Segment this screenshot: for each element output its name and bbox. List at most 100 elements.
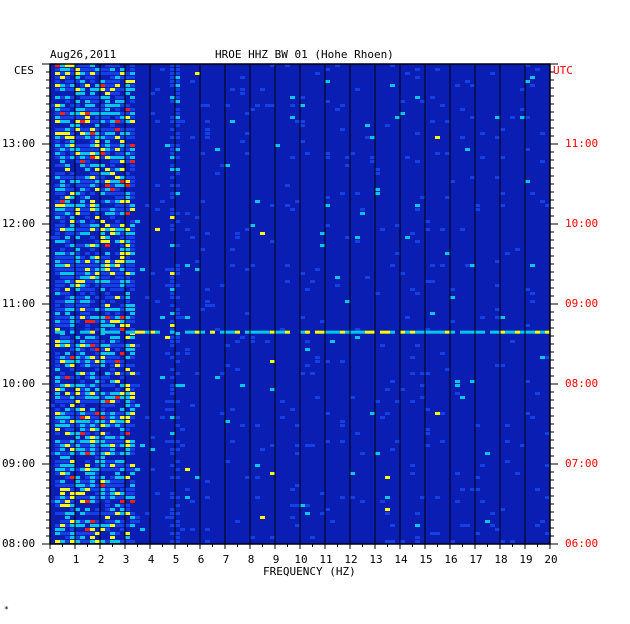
heatmap-cell — [155, 184, 160, 187]
heatmap-cell — [105, 280, 110, 283]
heatmap-cell — [390, 448, 395, 451]
heatmap-cell — [95, 424, 100, 427]
heatmap-cell — [120, 284, 125, 287]
heatmap-cell — [515, 472, 520, 475]
heatmap-cell — [230, 440, 235, 443]
heatmap-cell — [85, 400, 90, 403]
heatmap-cell — [105, 400, 110, 403]
heatmap-cell — [105, 72, 110, 75]
heatmap-cell — [85, 232, 90, 235]
heatmap-cell — [415, 524, 420, 527]
heatmap-cell — [300, 140, 305, 143]
y-tick-label-left: 10:00 — [2, 377, 36, 390]
heatmap-cell — [95, 524, 100, 527]
heatmap-cell — [85, 384, 90, 387]
heatmap-cell — [120, 540, 125, 543]
heatmap-cell — [90, 288, 95, 291]
heatmap-cell — [115, 204, 120, 207]
heatmap-cell — [80, 108, 85, 111]
heatmap-cell — [480, 464, 485, 467]
heatmap-cell — [95, 500, 100, 503]
heatmap-cell — [130, 516, 135, 519]
heatmap-cell — [60, 300, 65, 303]
heatmap-cell — [70, 444, 75, 447]
heatmap-cell — [225, 460, 230, 463]
heatmap-cell — [165, 268, 170, 271]
heatmap-cell — [60, 72, 65, 75]
heatmap-cell — [345, 300, 350, 303]
heatmap-cell — [320, 320, 325, 323]
heatmap-cell — [175, 116, 180, 119]
heatmap-cell — [110, 184, 115, 187]
heatmap-cell — [115, 496, 120, 499]
y-tick-label-left: 13:00 — [2, 137, 36, 150]
heatmap-cell — [85, 412, 90, 415]
heatmap-cell — [80, 184, 85, 187]
heatmap-cell — [65, 108, 70, 111]
heatmap-cell — [90, 236, 95, 239]
heatmap-cell — [75, 436, 80, 439]
heatmap-cell — [125, 180, 130, 183]
heatmap-cell — [470, 116, 475, 119]
heatmap-cell — [80, 180, 85, 183]
heatmap-cell — [105, 152, 110, 155]
heatmap-cell — [75, 300, 80, 303]
tremor-cell — [320, 330, 325, 334]
heatmap-cell — [175, 212, 180, 215]
heatmap-cell — [55, 292, 60, 295]
heatmap-cell — [430, 280, 435, 283]
tremor-cell — [100, 330, 105, 334]
heatmap-cell — [240, 140, 245, 143]
heatmap-cell — [70, 232, 75, 235]
heatmap-cell — [160, 316, 165, 319]
heatmap-cell — [90, 480, 95, 483]
heatmap-cell — [55, 340, 60, 343]
heatmap-cell — [345, 164, 350, 167]
heatmap-cell — [170, 64, 175, 67]
heatmap-cell — [105, 424, 110, 427]
heatmap-cell — [90, 120, 95, 123]
heatmap-cell — [80, 224, 85, 227]
heatmap-cell — [85, 476, 90, 479]
heatmap-cell — [120, 364, 125, 367]
heatmap-cell — [140, 444, 145, 447]
heatmap-cell — [65, 392, 70, 395]
heatmap-cell — [495, 116, 500, 119]
heatmap-cell — [85, 132, 90, 135]
heatmap-cell — [70, 464, 75, 467]
heatmap-cell — [130, 336, 135, 339]
heatmap-cell — [110, 272, 115, 275]
heatmap-cell — [75, 400, 80, 403]
heatmap-cell — [75, 280, 80, 283]
heatmap-cell — [110, 324, 115, 327]
heatmap-cell — [75, 248, 80, 251]
heatmap-cell — [75, 424, 80, 427]
heatmap-cell — [170, 452, 175, 455]
tremor-cell — [440, 330, 445, 334]
heatmap-cell — [75, 476, 80, 479]
heatmap-cell — [175, 100, 180, 103]
heatmap-cell — [170, 524, 175, 527]
heatmap-cell — [65, 88, 70, 91]
heatmap-cell — [110, 340, 115, 343]
heatmap-cell — [105, 100, 110, 103]
heatmap-cell — [80, 524, 85, 527]
heatmap-cell — [170, 516, 175, 519]
heatmap-cell — [115, 388, 120, 391]
heatmap-cell — [80, 308, 85, 311]
heatmap-cell — [70, 420, 75, 423]
heatmap-cell — [75, 272, 80, 275]
heatmap-cell — [60, 456, 65, 459]
heatmap-cell — [125, 120, 130, 123]
heatmap-cell — [90, 152, 95, 155]
heatmap-cell — [435, 532, 440, 535]
tremor-cell — [105, 330, 110, 334]
heatmap-cell — [105, 80, 110, 83]
heatmap-cell — [85, 204, 90, 207]
heatmap-cell — [65, 496, 70, 499]
heatmap-cell — [90, 512, 95, 515]
heatmap-cell — [65, 320, 70, 323]
heatmap-cell — [130, 480, 135, 483]
heatmap-cell — [60, 104, 65, 107]
heatmap-cell — [545, 532, 550, 535]
